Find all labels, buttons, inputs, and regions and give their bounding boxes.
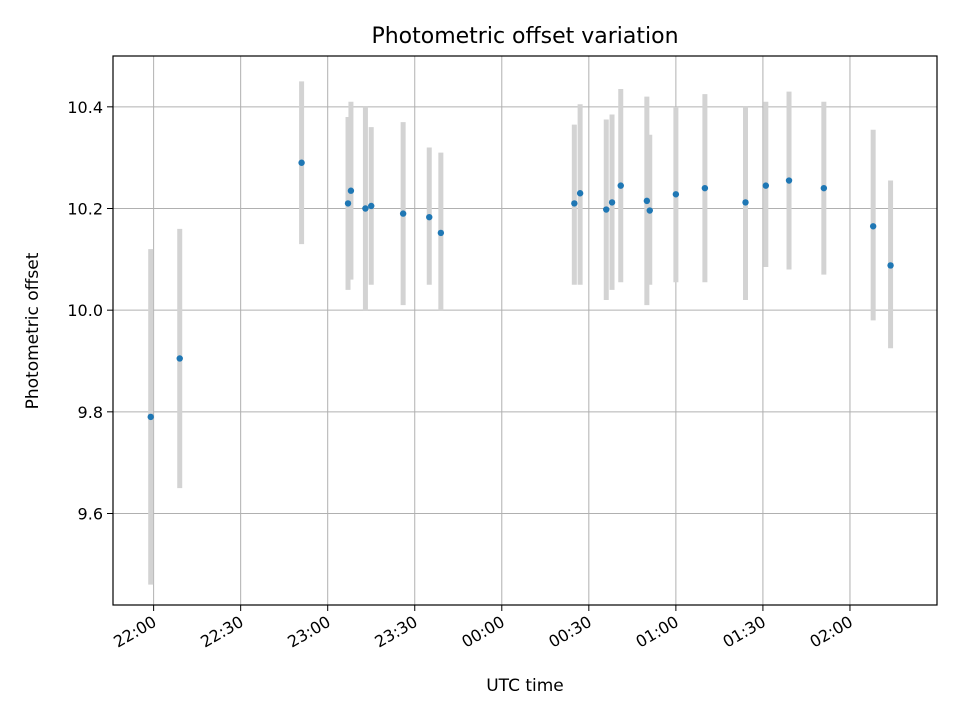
- x-axis-ticks: 22:00 22:30 23:00 23:30 00:00 00:30 01:00 01:30…: [110, 605, 856, 652]
- x-tick-label: 00:00: [458, 612, 507, 652]
- y-tick-label: 10.4: [67, 98, 103, 117]
- data-point: [820, 184, 828, 192]
- y-tick-label: 9.8: [78, 403, 103, 422]
- data-point: [672, 191, 680, 198]
- y-axis-ticks: 9.6 9.8 10.0 10.2 10.4: [67, 98, 113, 524]
- data-point: [571, 200, 578, 207]
- data-point: [426, 213, 433, 221]
- y-tick-label: 10.2: [67, 200, 103, 219]
- data-point: [437, 229, 445, 237]
- data-point: [742, 199, 749, 206]
- x-tick-label: 00:30: [545, 612, 594, 652]
- data-point: [887, 262, 894, 269]
- data-point: [617, 182, 624, 189]
- x-tick-label: 01:30: [719, 612, 768, 652]
- data-point: [762, 182, 770, 189]
- data-point: [646, 207, 653, 214]
- chart-title: Photometric offset variation: [371, 24, 678, 49]
- data-point: [298, 159, 305, 166]
- data-point: [147, 413, 154, 421]
- data-point: [362, 205, 369, 212]
- y-axis-label: Photometric offset: [23, 252, 43, 409]
- data-point: [608, 199, 616, 206]
- y-tick-label: 10.0: [67, 301, 103, 320]
- x-tick-label: 23:00: [284, 612, 333, 652]
- x-tick-label: 22:00: [110, 612, 159, 652]
- data-point: [344, 200, 352, 207]
- data-point: [368, 202, 375, 210]
- data-point: [603, 206, 610, 213]
- data-point: [643, 197, 651, 205]
- data-point: [399, 210, 407, 217]
- data-point: [785, 177, 793, 184]
- data-point: [869, 223, 877, 230]
- x-tick-label: 22:30: [197, 612, 246, 652]
- x-tick-label: 02:00: [807, 612, 856, 652]
- y-tick-label: 9.6: [78, 505, 103, 524]
- data-point: [576, 190, 584, 197]
- x-axis-label: UTC time: [486, 676, 564, 696]
- x-tick-label: 23:30: [371, 612, 420, 652]
- plot-frame: [112, 55, 938, 606]
- data-point: [701, 184, 709, 192]
- data-points: [147, 159, 894, 421]
- data-point: [176, 355, 183, 362]
- error-bars: [148, 81, 894, 585]
- x-tick-label: 01:00: [632, 612, 681, 652]
- data-point: [347, 187, 355, 194]
- grid: [113, 56, 937, 605]
